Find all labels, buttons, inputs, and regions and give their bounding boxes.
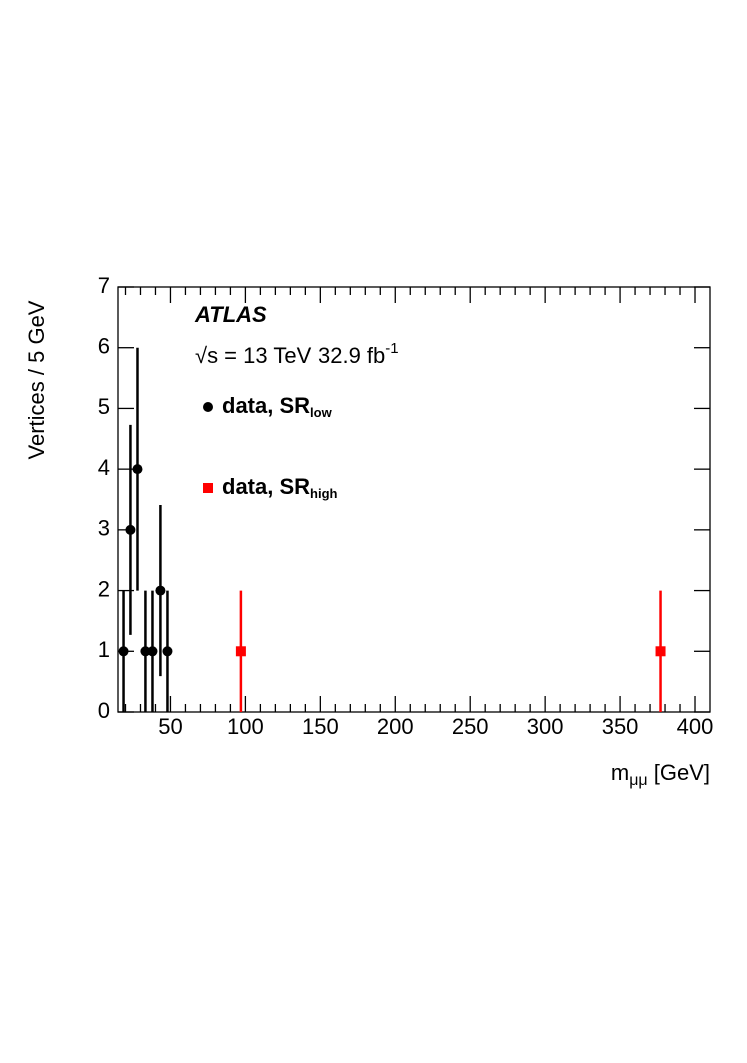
- x-tick-label: 300: [527, 714, 564, 739]
- marker: [147, 646, 158, 657]
- x-tick-label: 250: [452, 714, 489, 739]
- x-label-main: m: [611, 760, 629, 785]
- y-tick-label: 6: [98, 334, 110, 359]
- y-tick-label: 0: [98, 698, 110, 723]
- marker: [118, 646, 129, 657]
- y-tick-label: 3: [98, 516, 110, 541]
- lumi-sup: -1: [385, 340, 398, 357]
- lumi-label: 32.9 fb-1: [318, 340, 399, 368]
- legend-name: data, SR: [222, 474, 310, 499]
- x-axis-label: mμμ [GeV]: [611, 760, 710, 789]
- y-tick-label: 7: [98, 273, 110, 298]
- legend-marker: [203, 483, 213, 493]
- y-tick-label: 1: [98, 637, 110, 662]
- y-axis-label: Vertices / 5 GeV: [24, 300, 49, 459]
- y-tick-label: 4: [98, 455, 110, 480]
- x-tick-label: 100: [227, 714, 264, 739]
- legend-marker: [203, 402, 213, 412]
- plot-frame: [117, 286, 711, 713]
- x-tick-label: 200: [377, 714, 414, 739]
- x-tick-label: 400: [677, 714, 714, 739]
- y-tick-label: 2: [98, 576, 110, 601]
- legend-sub: high: [310, 486, 337, 501]
- legend-name: data, SR: [222, 393, 310, 418]
- x-tick-label: 350: [602, 714, 639, 739]
- marker: [235, 646, 246, 657]
- lumi-main: 32.9 fb: [318, 343, 385, 368]
- x-tick-label: 50: [158, 714, 182, 739]
- marker: [125, 524, 136, 535]
- marker: [132, 464, 143, 475]
- x-label-suffix: [GeV]: [648, 760, 710, 785]
- marker: [155, 585, 166, 596]
- legend-label: data, SRhigh: [222, 474, 338, 502]
- y-tick-label: 5: [98, 394, 110, 419]
- marker: [655, 646, 666, 657]
- marker: [140, 646, 151, 657]
- legend-label: data, SRlow: [222, 393, 333, 421]
- x-label-sub: μμ: [629, 772, 647, 789]
- marker: [162, 646, 173, 657]
- energy-label: √s = 13 TeV: [195, 343, 312, 368]
- experiment-label: ATLAS: [194, 302, 267, 327]
- x-tick-label: 150: [302, 714, 339, 739]
- legend-sub: low: [310, 405, 333, 420]
